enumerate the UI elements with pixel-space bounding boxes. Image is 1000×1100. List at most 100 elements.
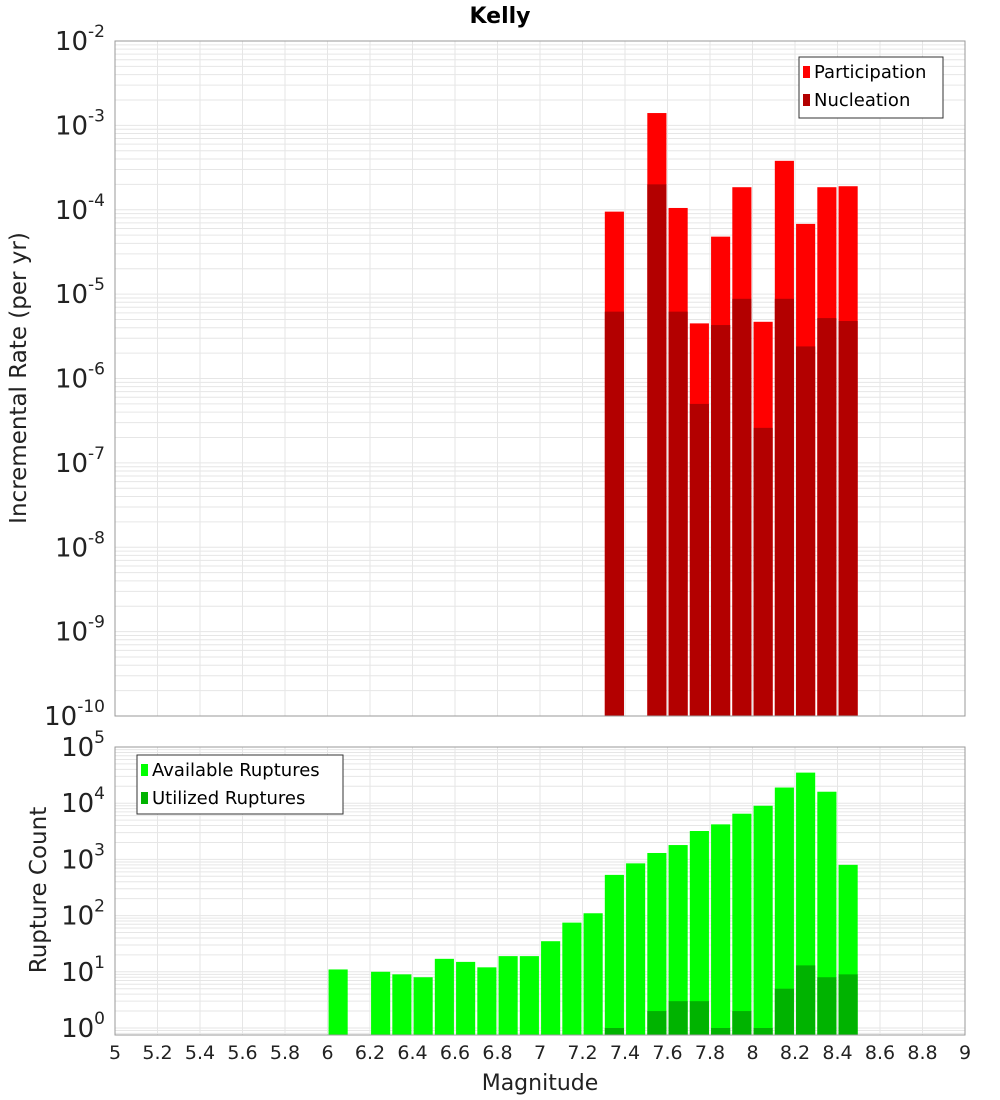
bar-primary: [604, 874, 624, 1035]
bar-secondary: [838, 974, 858, 1035]
y-tick-label: 10-3: [55, 106, 105, 141]
x-tick-label: 6.2: [355, 1042, 385, 1064]
bar-primary: [689, 831, 709, 1035]
rupture-count-plot: 100 101 102 103 104 105 Available Ruptures Util…: [61, 728, 971, 1064]
rate-y-axis-label: Incremental Rate (per yr): [6, 232, 32, 524]
bar-primary: [371, 971, 391, 1035]
x-tick-label: 8: [746, 1042, 758, 1064]
y-tick-label: 10-6: [55, 360, 105, 395]
x-tick-label: 8.6: [865, 1042, 895, 1064]
bar-secondary: [753, 1027, 773, 1035]
bar-secondary: [711, 1027, 731, 1035]
bar-primary: [413, 977, 433, 1035]
y-tick-label: 105: [61, 728, 105, 763]
x-tick-label: 5.4: [185, 1042, 215, 1064]
y-tick-label: 10-7: [55, 444, 105, 479]
y-tick-label: 10-9: [55, 613, 105, 648]
legend-label: Nucleation: [814, 90, 910, 111]
legend-label: Utilized Ruptures: [152, 788, 305, 809]
legend-swatch: [141, 792, 148, 804]
y-tick-label: 104: [61, 784, 105, 819]
y-tick-label: 10-4: [55, 191, 105, 226]
bar-secondary: [732, 1011, 752, 1035]
bar-secondary: [753, 427, 773, 716]
x-tick-label: 7: [534, 1042, 546, 1064]
bar-secondary: [604, 1027, 624, 1035]
x-tick-label: 6.8: [482, 1042, 512, 1064]
bar-primary: [562, 922, 582, 1035]
x-tick-label: 7.6: [652, 1042, 682, 1064]
bar-secondary: [647, 1011, 667, 1035]
x-tick-label: 5.6: [227, 1042, 257, 1064]
bar-primary: [328, 969, 348, 1035]
plot-frame: [114, 40, 966, 717]
x-tick-label: 7.2: [567, 1042, 597, 1064]
x-tick-label: 5.2: [142, 1042, 172, 1064]
x-tick-label: 7.8: [695, 1042, 725, 1064]
legend: Participation Nucleation: [798, 56, 944, 119]
bar-primary: [668, 845, 688, 1035]
bar-secondary: [604, 311, 624, 716]
y-tick-label: 10-5: [55, 275, 105, 310]
x-tick-label: 9: [959, 1042, 971, 1064]
y-tick-label: 101: [61, 953, 105, 988]
bar-primary: [477, 967, 497, 1035]
legend-label: Participation: [814, 62, 926, 83]
bar-secondary: [838, 321, 858, 716]
bar-primary: [774, 787, 794, 1035]
x-tick-label: 5.8: [270, 1042, 300, 1064]
x-tick-label: 8.2: [780, 1042, 810, 1064]
bar-primary: [732, 813, 752, 1035]
bar-primary: [392, 974, 412, 1035]
bar-secondary: [817, 318, 837, 716]
bar-secondary: [668, 1001, 688, 1035]
bar-primary: [817, 791, 837, 1035]
chart-title: Kelly: [469, 4, 530, 29]
bar-primary: [498, 956, 518, 1035]
bar-secondary: [796, 965, 816, 1035]
bar-primary: [583, 913, 603, 1035]
bar-secondary: [796, 346, 816, 716]
bar-primary: [541, 941, 561, 1035]
y-tick-label: 10-10: [44, 697, 105, 732]
x-tick-label: 8.4: [822, 1042, 852, 1064]
x-tick-label: 6.6: [440, 1042, 470, 1064]
count-y-axis-label: Rupture Count: [26, 807, 52, 973]
legend-label: Available Ruptures: [152, 760, 320, 781]
x-tick-label: 5: [109, 1042, 121, 1064]
bar-primary: [456, 961, 476, 1035]
y-tick-label: 10-8: [55, 528, 105, 563]
x-tick-label: 6: [321, 1042, 333, 1064]
bar-primary: [753, 805, 773, 1035]
bar-secondary: [647, 184, 667, 717]
y-tick-label: 102: [61, 897, 105, 932]
legend-swatch: [141, 764, 148, 776]
legend: Available Ruptures Utilized Ruptures: [136, 754, 344, 815]
bar-secondary: [689, 403, 709, 716]
bar-secondary: [774, 298, 794, 716]
y-tick-label: 10-2: [55, 22, 105, 57]
x-tick-label: 7.4: [610, 1042, 640, 1064]
x-tick-label: 6.4: [397, 1042, 427, 1064]
bar-secondary: [817, 977, 837, 1035]
bar-secondary: [689, 1001, 709, 1035]
y-tick-label: 103: [61, 840, 105, 875]
bar-primary: [519, 956, 539, 1035]
magnitude-x-axis-label: Magnitude: [482, 1071, 599, 1096]
bar-primary: [647, 852, 667, 1035]
bar-secondary: [732, 298, 752, 716]
legend-box: [798, 56, 944, 119]
bar-primary: [626, 863, 646, 1035]
bar-primary: [711, 824, 731, 1035]
plot-frame: [114, 746, 966, 1036]
rate-plot: 10-10 10-9 10-8 10-7 10-6 10-5 10-4 10-3 10-2 Par…: [44, 22, 966, 732]
x-tick-label: 8.8: [907, 1042, 937, 1064]
bar-secondary: [711, 325, 731, 716]
legend-swatch: [803, 66, 810, 78]
bar-secondary: [668, 311, 688, 716]
bar-secondary: [774, 988, 794, 1035]
legend-box: [136, 754, 344, 815]
bar-primary: [434, 958, 454, 1035]
y-tick-label: 100: [61, 1009, 105, 1044]
